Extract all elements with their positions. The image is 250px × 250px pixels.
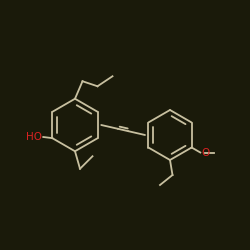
Text: HO: HO (26, 132, 42, 141)
Text: O: O (201, 148, 209, 158)
